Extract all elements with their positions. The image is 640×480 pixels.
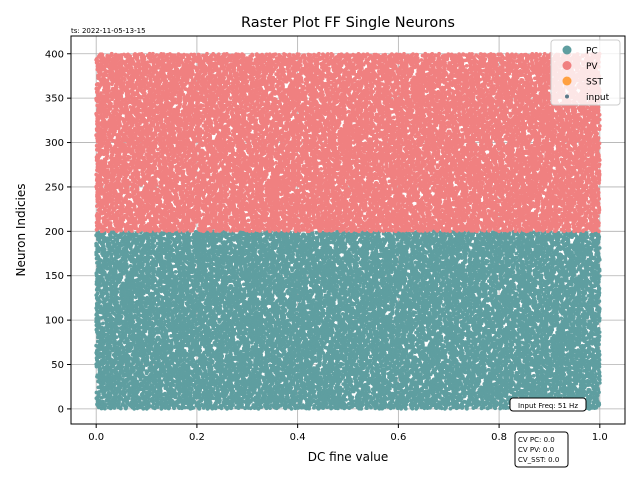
chart-title: Raster Plot FF Single Neurons — [241, 15, 455, 31]
raster-points — [94, 51, 602, 411]
spike-point — [564, 366, 568, 370]
spike-point — [462, 399, 467, 404]
spike-point — [531, 373, 536, 378]
spike-point — [408, 390, 413, 394]
spike-point — [162, 377, 167, 382]
spike-point — [479, 385, 483, 390]
spike-point — [163, 391, 167, 396]
series-pc — [94, 229, 602, 411]
spike-point — [268, 363, 272, 368]
spike-point — [268, 406, 272, 410]
spike-point — [106, 390, 111, 395]
timestamp-label: ts: 2022-11-05-13-15 — [71, 27, 146, 35]
spike-point — [297, 405, 302, 409]
spike-point — [223, 405, 228, 409]
spike-point — [302, 381, 306, 385]
spike-point — [199, 402, 204, 407]
spike-point — [101, 399, 105, 404]
spike-point — [498, 406, 503, 411]
spike-point — [585, 378, 590, 383]
spike-point — [448, 406, 453, 411]
spike-point — [587, 388, 592, 392]
spike-point — [301, 403, 305, 407]
spike-point — [486, 367, 491, 372]
